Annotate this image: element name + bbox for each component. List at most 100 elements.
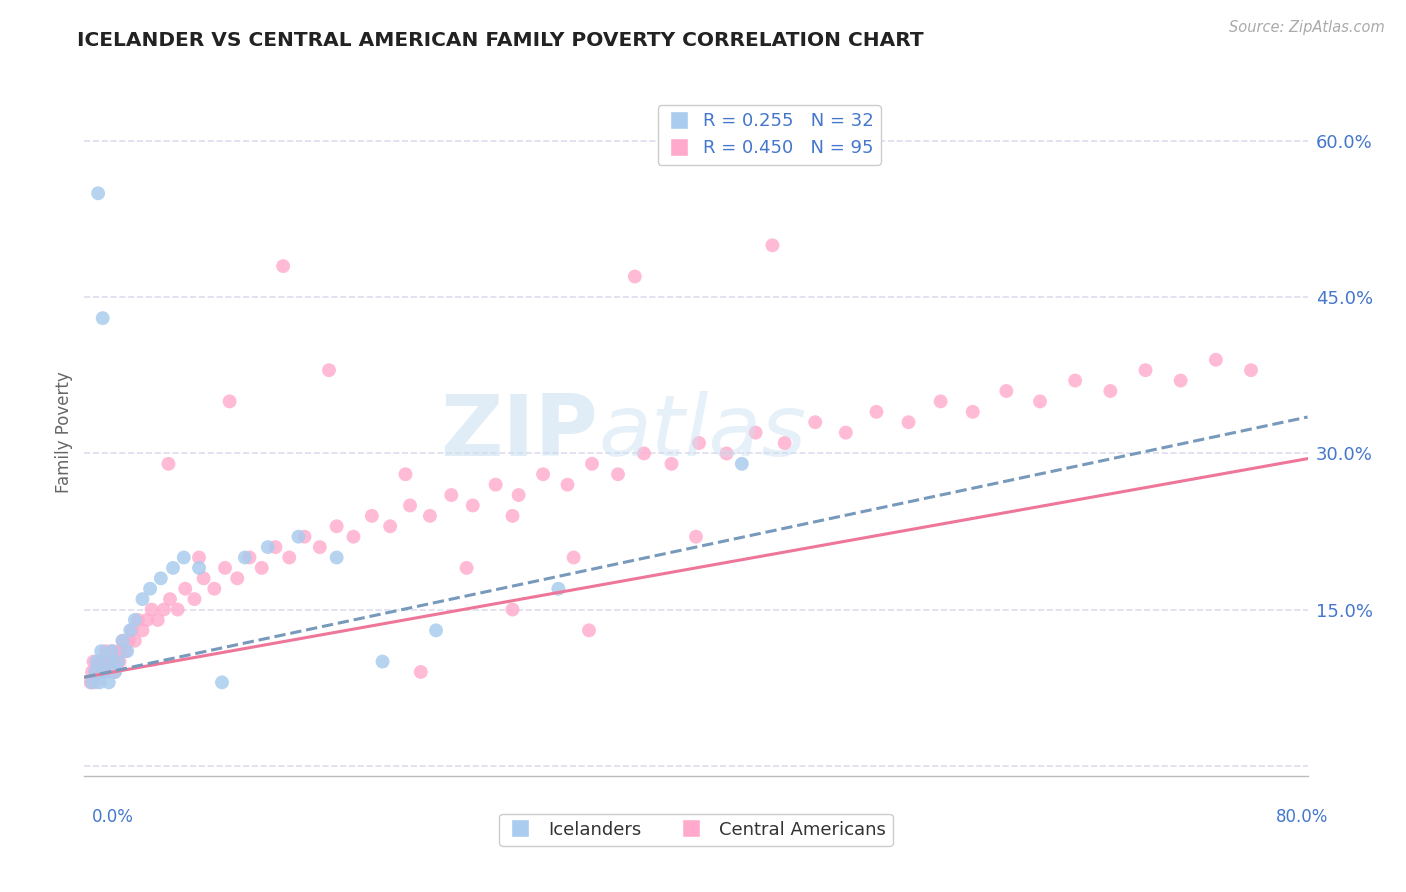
Point <box>685 530 707 544</box>
Point <box>761 238 783 252</box>
Point <box>101 644 124 658</box>
Point <box>93 655 115 669</box>
Point <box>929 394 952 409</box>
Point <box>80 675 103 690</box>
Point <box>97 665 120 679</box>
Point <box>419 508 441 523</box>
Point <box>96 655 118 669</box>
Legend: Icelanders, Central Americans: Icelanders, Central Americans <box>499 814 893 846</box>
Point <box>105 655 128 669</box>
Point <box>661 457 683 471</box>
Point <box>136 613 159 627</box>
Point <box>89 665 111 679</box>
Point <box>264 540 287 554</box>
Point <box>124 633 146 648</box>
Point <box>502 508 524 523</box>
Point <box>84 665 107 679</box>
Point <box>1099 384 1122 398</box>
Point <box>962 405 984 419</box>
Point <box>342 530 364 544</box>
Point <box>325 550 347 565</box>
Point <box>193 571 215 585</box>
Point <box>250 561 273 575</box>
Point <box>1240 363 1263 377</box>
Point <box>107 644 129 658</box>
Point <box>96 655 118 669</box>
Point <box>98 655 121 669</box>
Point <box>744 425 766 440</box>
Point <box>409 665 432 679</box>
Point <box>425 624 447 638</box>
Point <box>688 436 710 450</box>
Point <box>111 633 134 648</box>
Point <box>159 592 181 607</box>
Point <box>360 508 382 523</box>
Point <box>103 655 125 669</box>
Point <box>218 394 240 409</box>
Point <box>183 592 205 607</box>
Point <box>90 644 112 658</box>
Point <box>114 644 136 658</box>
Point <box>110 644 132 658</box>
Point <box>157 457 180 471</box>
Point <box>118 633 141 648</box>
Point <box>257 540 280 554</box>
Point <box>371 655 394 669</box>
Point <box>131 624 153 638</box>
Point <box>84 675 107 690</box>
Point <box>124 613 146 627</box>
Point <box>121 624 143 638</box>
Point <box>578 624 600 638</box>
Point <box>149 571 172 585</box>
Point <box>271 259 294 273</box>
Point <box>318 363 340 377</box>
Point <box>107 655 129 669</box>
Point <box>86 655 108 669</box>
Text: atlas: atlas <box>598 391 806 475</box>
Point <box>502 602 524 616</box>
Point <box>108 655 131 669</box>
Point <box>153 602 176 616</box>
Point <box>214 561 236 575</box>
Point <box>607 467 630 482</box>
Point <box>461 499 484 513</box>
Point <box>731 457 754 471</box>
Text: ICELANDER VS CENTRAL AMERICAN FAMILY POVERTY CORRELATION CHART: ICELANDER VS CENTRAL AMERICAN FAMILY POV… <box>77 31 924 50</box>
Point <box>226 571 249 585</box>
Point <box>94 644 117 658</box>
Point <box>294 530 316 544</box>
Point <box>115 644 138 658</box>
Point <box>531 467 554 482</box>
Point <box>101 644 124 658</box>
Point <box>308 540 330 554</box>
Point <box>773 436 796 450</box>
Point <box>562 550 585 565</box>
Point <box>1205 352 1227 367</box>
Point <box>91 665 114 679</box>
Point <box>581 457 603 471</box>
Point <box>80 665 103 679</box>
Text: Source: ZipAtlas.com: Source: ZipAtlas.com <box>1229 20 1385 35</box>
Point <box>557 477 579 491</box>
Point <box>188 550 211 565</box>
Point <box>1064 374 1087 388</box>
Point <box>508 488 530 502</box>
Point <box>233 550 256 565</box>
Point <box>97 675 120 690</box>
Point <box>804 415 827 429</box>
Text: 80.0%: 80.0% <box>1277 808 1329 826</box>
Point <box>547 582 569 596</box>
Point <box>633 446 655 460</box>
Text: 0.0%: 0.0% <box>91 808 134 826</box>
Point <box>865 405 887 419</box>
Point <box>1029 394 1052 409</box>
Point <box>93 665 115 679</box>
Point <box>162 561 184 575</box>
Point <box>380 519 402 533</box>
Point <box>394 467 416 482</box>
Point <box>86 665 108 679</box>
Point <box>188 561 211 575</box>
Point <box>211 675 233 690</box>
Point <box>131 592 153 607</box>
Point <box>79 675 101 690</box>
